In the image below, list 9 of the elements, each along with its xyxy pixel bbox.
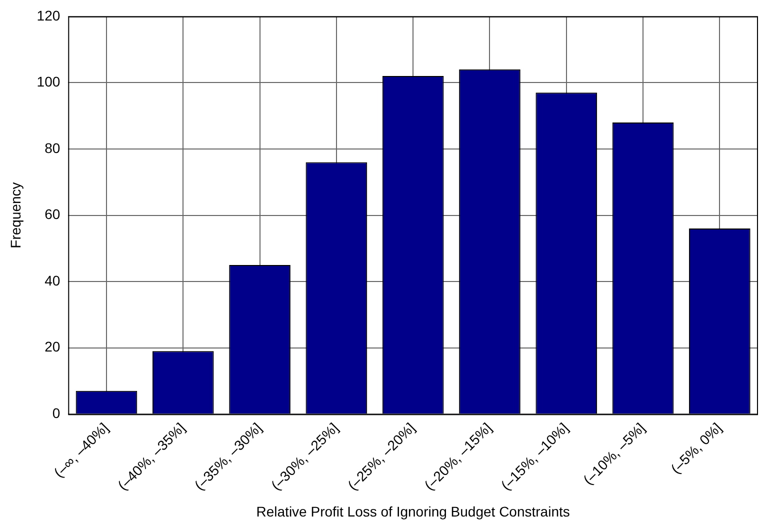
y-axis-title: Frequency xyxy=(7,182,24,248)
y-tick-label: 80 xyxy=(44,140,60,156)
y-tick-label: 20 xyxy=(44,338,60,355)
y-tick-label: 120 xyxy=(36,7,60,24)
y-tick-label: 0 xyxy=(52,404,60,421)
y-tick-label: 60 xyxy=(44,206,60,222)
y-tick-label: 40 xyxy=(44,272,60,288)
x-axis-title: Relative Profit Loss of Ignoring Budget Constraints xyxy=(256,503,570,520)
y-tick-label: 100 xyxy=(36,74,60,90)
